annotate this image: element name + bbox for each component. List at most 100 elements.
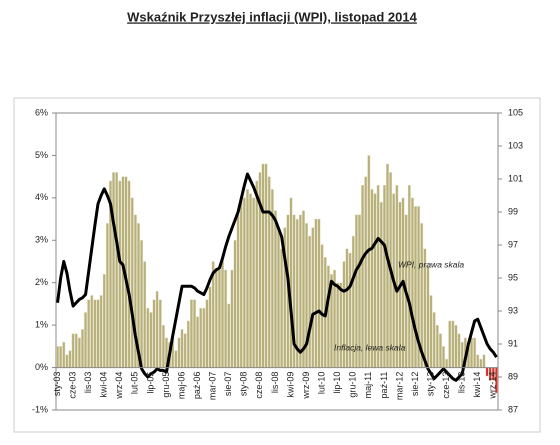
bar: [361, 184, 365, 368]
y2-tick-label: 103: [508, 140, 523, 150]
bar: [376, 184, 380, 368]
bar: [224, 269, 228, 368]
bar: [336, 282, 340, 368]
y-tick-label: 1%: [35, 320, 48, 330]
bar: [180, 329, 184, 368]
bar: [364, 176, 368, 368]
bar: [90, 295, 94, 368]
bar: [435, 324, 439, 368]
bar: [442, 346, 445, 368]
bar: [451, 320, 455, 368]
x-tick-label: lis-13: [457, 372, 467, 394]
bar: [438, 333, 442, 368]
bar: [426, 265, 430, 368]
bar: [77, 337, 81, 368]
bar: [115, 172, 119, 368]
bar: [239, 197, 243, 368]
y2-tick-label: 91: [508, 338, 518, 348]
bar: [326, 265, 330, 368]
plot-frame: [55, 112, 499, 411]
bar: [186, 320, 190, 368]
bar: [155, 291, 159, 368]
bar: [214, 269, 218, 368]
bar: [143, 261, 147, 368]
bar: [233, 240, 237, 368]
y2-tick-label: 89: [508, 371, 518, 381]
bar: [479, 358, 483, 368]
x-tick-label: wrz-14: [488, 372, 498, 400]
bar: [429, 295, 433, 368]
bar: [93, 299, 97, 368]
annotation: WPI, prawa skala: [398, 259, 464, 269]
bar: [289, 197, 293, 368]
bar: [130, 197, 134, 368]
y-tick-label: 6%: [35, 107, 48, 117]
bar: [432, 312, 436, 368]
x-tick-label: mar-07: [208, 372, 218, 401]
bar: [205, 299, 209, 368]
y-tick-label: 5%: [35, 150, 48, 160]
bar: [87, 299, 91, 368]
bar: [196, 316, 200, 368]
y2-tick-label: 93: [508, 305, 518, 315]
bar: [367, 155, 371, 368]
bar: [470, 337, 473, 368]
bar: [454, 324, 458, 368]
y2-tick-label: 97: [508, 239, 518, 249]
bar: [314, 218, 318, 368]
x-tick-label: wrz-04: [114, 372, 124, 400]
bar: [445, 358, 449, 368]
bar: [298, 214, 302, 368]
x-tick-label: lut-10: [317, 372, 327, 395]
bar: [56, 346, 60, 368]
bar: [242, 197, 246, 368]
bar: [81, 329, 84, 368]
bar: [410, 197, 414, 368]
bar: [414, 206, 417, 368]
bar: [370, 189, 374, 368]
bar: [407, 184, 411, 368]
bar: [127, 180, 131, 368]
bar: [74, 333, 78, 368]
bar: [96, 299, 100, 368]
x-tick-label: lis-08: [270, 372, 280, 394]
bar: [252, 197, 256, 368]
y2-tick-label: 105: [508, 107, 523, 117]
bar: [217, 269, 221, 368]
y-tick-label: -1%: [32, 404, 48, 414]
x-tick-label: mar-12: [394, 372, 404, 401]
y-tick-label: 3%: [35, 235, 48, 245]
x-tick-label: sty-08: [239, 372, 249, 397]
x-tick-label: gru-10: [348, 372, 358, 398]
bar: [140, 240, 144, 368]
y2-tick-label: 87: [508, 404, 518, 414]
bar: [317, 218, 321, 368]
bar: [227, 303, 231, 368]
bar: [267, 176, 271, 368]
x-tick-label: kwi-04: [99, 372, 109, 398]
x-tick-label: cze-03: [67, 372, 77, 399]
bar: [183, 333, 187, 368]
bar: [208, 286, 212, 368]
y-tick-label: 0%: [35, 362, 48, 372]
x-tick-label: lis-03: [83, 372, 93, 394]
x-tick-label: paź-11: [379, 372, 389, 399]
bar: [245, 189, 249, 368]
y2-tick-label: 99: [508, 206, 518, 216]
bar: [149, 312, 153, 368]
chart-title: Wskaźnik Przyszłej inflacji (WPI), listo…: [127, 9, 417, 24]
x-tick-label: gru-05: [161, 372, 171, 398]
bar: [68, 350, 72, 368]
bar: [65, 354, 69, 368]
bar: [59, 346, 63, 368]
x-tick-label: maj-06: [176, 372, 186, 400]
bar: [280, 248, 284, 368]
bar: [236, 214, 240, 368]
y-tick-label: 4%: [35, 192, 48, 202]
x-tick-label: lip-05: [145, 372, 155, 394]
bar: [146, 307, 150, 368]
bar: [261, 163, 265, 368]
bar: [395, 184, 399, 368]
bar: [62, 341, 66, 368]
